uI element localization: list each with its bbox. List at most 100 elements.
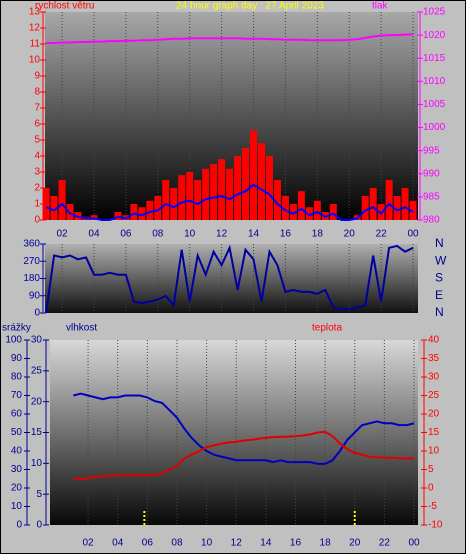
y-tick-label: E (435, 288, 443, 302)
y-tick-label: 40 (428, 335, 440, 346)
x-tick-label: 00 (408, 538, 420, 549)
bar (265, 156, 273, 220)
x-tick-label: 08 (171, 538, 183, 549)
y-tick-label: 90 (29, 290, 41, 301)
y-tick-label: 360 (23, 239, 40, 250)
line (45, 244, 414, 314)
x-tick-label: 12 (231, 538, 243, 549)
bar (138, 207, 146, 220)
bar (257, 143, 265, 220)
y-tick-label: 70 (11, 390, 23, 401)
y-tick-label: 1000 (423, 122, 446, 133)
x-tick-label: 00 (407, 229, 419, 240)
x-tick-label: 06 (120, 229, 132, 240)
wind-label: rychlost větru (35, 1, 94, 12)
y-tick-label: 1015 (423, 53, 446, 64)
y-tick-label: 25 (31, 365, 43, 376)
y-tick-label: 10 (29, 55, 41, 66)
panel-temp (50, 340, 418, 525)
y-tick-label: 1020 (423, 30, 446, 41)
bar (289, 204, 297, 220)
y-tick-label: 100 (5, 335, 22, 346)
bar (393, 196, 401, 220)
x-tick-label: 02 (57, 229, 69, 240)
y-tick-label: 50 (11, 427, 23, 438)
x-tick-label: 14 (260, 538, 272, 549)
bar (305, 207, 313, 220)
y-tick-label: 12 (29, 23, 41, 34)
bar (401, 188, 409, 220)
y-tick-label: 6 (34, 119, 40, 130)
x-tick-label: 10 (184, 229, 196, 240)
line (45, 183, 414, 221)
bar (313, 200, 321, 220)
y-tick-label: 2 (34, 183, 40, 194)
y-tick-label: W (435, 253, 447, 267)
line (73, 392, 415, 465)
y-tick-label: 13 (29, 7, 41, 18)
y-tick-label: 30 (428, 372, 440, 383)
y-tick-label: 25 (428, 390, 440, 401)
bar (50, 196, 58, 220)
x-tick-label: 06 (142, 538, 154, 549)
y-tick-label: 60 (11, 409, 23, 420)
y-tick-label: 5 (36, 489, 42, 500)
y-tick-label: 1 (34, 199, 40, 210)
x-tick-label: 18 (320, 538, 332, 549)
x-tick-label: 16 (290, 538, 302, 549)
y-tick-label: 10 (428, 446, 440, 457)
y-tick-label: 1005 (423, 99, 446, 110)
bar (242, 148, 250, 220)
bar (58, 180, 66, 220)
y-tick-label: 1025 (423, 7, 446, 18)
y-tick-label: 0 (16, 520, 22, 531)
y-tick-label: 15 (428, 427, 440, 438)
bar (178, 175, 186, 220)
bar (218, 159, 226, 220)
y-tick-label: 990 (423, 168, 440, 179)
y-tick-label: 20 (31, 396, 43, 407)
bar (210, 164, 218, 220)
y-tick-label: 995 (423, 145, 440, 156)
x-tick-label: 22 (376, 229, 388, 240)
y-tick-label: 0 (428, 483, 434, 494)
x-tick-label: 22 (379, 538, 391, 549)
y-tick-label: 9 (34, 71, 40, 82)
y-tick-label: N (435, 305, 444, 319)
y-tick-label: 985 (423, 192, 440, 203)
bar (130, 204, 138, 220)
chart-title: 24 hour graph day : 27 April 2023 (176, 1, 324, 12)
y-tick-label: 30 (11, 464, 23, 475)
bar (273, 180, 281, 220)
bar (154, 196, 162, 220)
line (46, 33, 414, 44)
y-tick-label: 4 (34, 151, 40, 162)
y-tick-label: 20 (11, 483, 23, 494)
y-tick-label: 90 (11, 353, 23, 364)
y-tick-label: 3 (34, 167, 40, 178)
y-tick-label: 980 (423, 215, 440, 226)
y-tick-label: 20 (428, 409, 440, 420)
bar (42, 188, 50, 220)
bar (194, 180, 202, 220)
x-tick-label: 20 (349, 538, 361, 549)
y-tick-label: 7 (34, 103, 40, 114)
y-tick-label: 8 (34, 87, 40, 98)
bar (170, 188, 178, 220)
x-tick-label: 16 (280, 229, 292, 240)
bar (385, 180, 393, 220)
y-tick-label: 0 (34, 215, 40, 226)
y-tick-label: 270 (23, 256, 40, 267)
x-tick-label: 12 (216, 229, 228, 240)
x-tick-label: 02 (83, 538, 95, 549)
x-tick-label: 18 (312, 229, 324, 240)
y-tick-label: 0 (34, 308, 40, 319)
y-tick-label: 40 (11, 446, 23, 457)
bar (329, 204, 337, 220)
temperature-label: teplota (312, 323, 342, 334)
x-tick-label: 08 (152, 229, 164, 240)
x-tick-label: 10 (201, 538, 213, 549)
y-tick-label: 5 (34, 135, 40, 146)
x-tick-label: 14 (248, 229, 260, 240)
